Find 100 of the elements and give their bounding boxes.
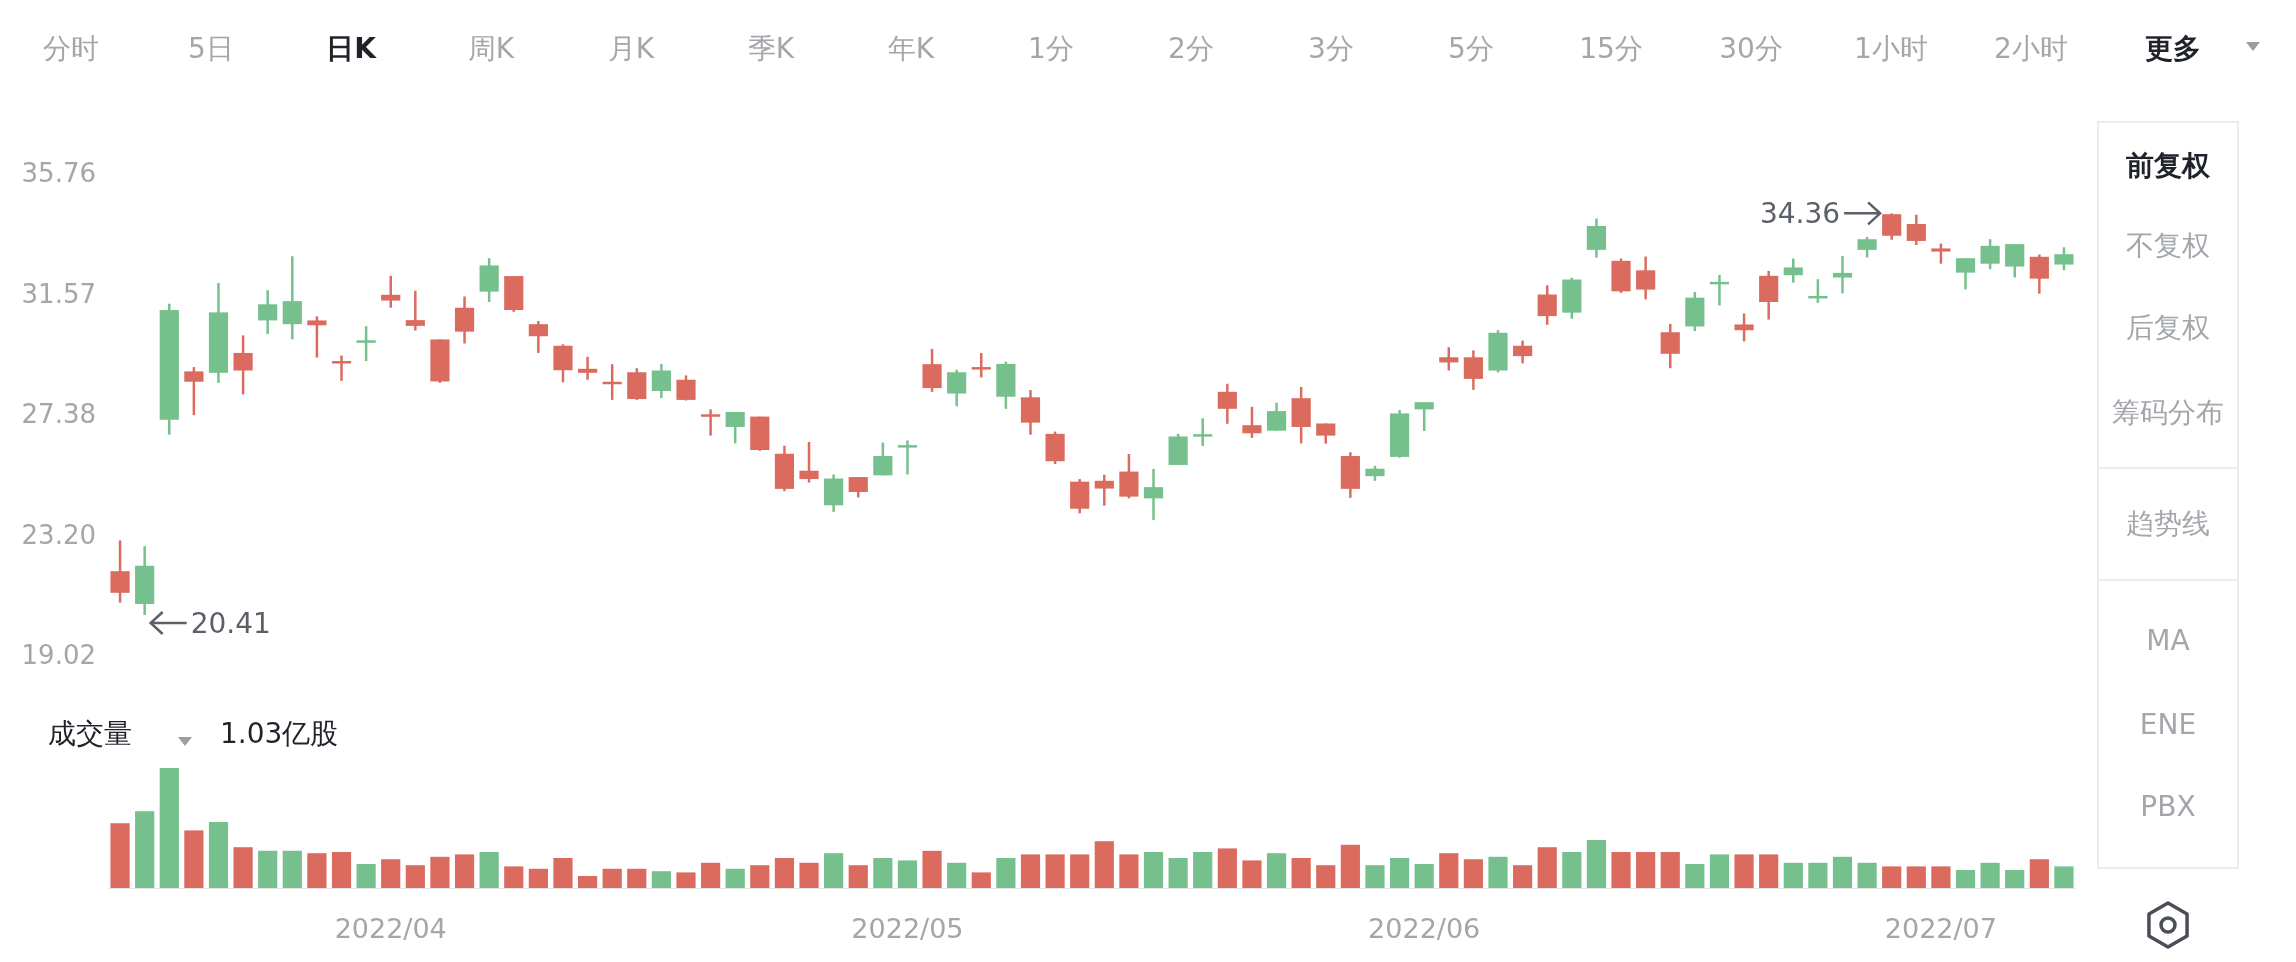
text: 分时: [43, 31, 99, 65]
candlestick: [1660, 322, 1680, 370]
candlestick: [1734, 312, 1754, 343]
text: MA: [2146, 623, 2190, 657]
text: PBX: [2140, 789, 2196, 823]
candlestick: [1931, 242, 1951, 265]
bar: [1488, 856, 1508, 888]
bar: [1611, 852, 1631, 888]
candlestick: [1832, 254, 1853, 295]
bar: [824, 853, 844, 888]
bar: [1094, 841, 1114, 888]
bar: [897, 860, 918, 888]
bar: [1734, 854, 1754, 888]
text: 2分: [1168, 31, 1214, 65]
candlestick: [184, 365, 204, 417]
text: 2小时: [1994, 31, 2068, 65]
candlestick: [947, 368, 967, 408]
bar: [1537, 847, 1557, 888]
text: 3分: [1308, 31, 1354, 65]
chart-subtitle: 1.03亿股: [220, 717, 339, 750]
candlestick: [1955, 256, 1976, 291]
bar: [2029, 859, 2049, 888]
candlestick: [1439, 345, 1459, 372]
bar: [750, 865, 770, 888]
bar: [430, 856, 450, 888]
text: 日K: [326, 31, 378, 65]
bar: [799, 862, 819, 888]
text: 更多: [2145, 31, 2201, 65]
bar: [528, 868, 548, 888]
candlestick: [405, 289, 425, 332]
text: 年K: [887, 31, 935, 65]
bar: [159, 768, 179, 888]
candlestick: [799, 440, 819, 484]
bar: [1340, 844, 1360, 888]
bar: [282, 850, 302, 888]
bar: [331, 852, 352, 888]
candlestick: [2054, 246, 2074, 272]
bar: [1045, 854, 1065, 888]
candlestick: [1143, 467, 1164, 522]
annotation: 20.41: [190, 606, 271, 640]
text: ENE: [2139, 707, 2197, 741]
y-tick-label: 23.20: [21, 519, 96, 550]
text: 后复权: [2126, 310, 2210, 344]
y-tick-label: 31.57: [21, 278, 96, 309]
bar: [1857, 862, 1877, 888]
candlestick: [897, 439, 918, 476]
candlestick: [2005, 242, 2025, 279]
candlestick: [848, 475, 868, 499]
y-tick-label: 35.76: [21, 158, 96, 189]
text: 趋势线: [2126, 506, 2210, 540]
bar: [110, 823, 130, 888]
bar: [1660, 852, 1680, 888]
x-tick-label: 2022/05: [851, 913, 964, 944]
candlestick: [577, 355, 598, 381]
text: 5日: [188, 31, 234, 65]
candlestick: [725, 410, 745, 445]
text: 不复权: [2126, 228, 2210, 262]
text: 季K: [747, 31, 795, 65]
bar: [1389, 858, 1410, 888]
bar: [1266, 853, 1287, 888]
bar: [922, 850, 942, 888]
candlestick: [282, 254, 302, 341]
bar: [701, 862, 721, 888]
bar: [676, 872, 696, 888]
bar: [873, 858, 893, 888]
x-tick-label: 2022/07: [1884, 913, 1997, 944]
candlestick: [676, 374, 696, 402]
candlestick: [1980, 237, 2000, 271]
bar: [1316, 865, 1336, 888]
candlestick: [528, 319, 548, 355]
text: 前复权: [2125, 148, 2211, 182]
bar: [1217, 848, 1237, 888]
candlestick: [1906, 213, 1926, 247]
candlestick: [1636, 255, 1656, 301]
candlestick: [1882, 212, 1902, 242]
bar: [1365, 865, 1385, 888]
text: 月K: [607, 31, 655, 65]
bar: [1070, 854, 1090, 888]
bar: [1759, 854, 1779, 888]
bar: [1143, 852, 1164, 888]
text: 筹码分布: [2112, 395, 2224, 429]
candlestick: [1783, 257, 1803, 284]
candlestick: [873, 441, 893, 477]
bar: [1020, 854, 1041, 888]
annotation: 34.36: [1759, 197, 1841, 231]
bar: [504, 866, 524, 888]
bar: [848, 865, 868, 888]
y-tick-label: 19.02: [21, 640, 96, 671]
text: 15分: [1579, 31, 1643, 65]
candlestick: [701, 408, 721, 437]
bar: [1586, 840, 1607, 888]
candlestick: [1094, 473, 1114, 507]
bar: [1980, 862, 2000, 888]
bar: [1168, 858, 1188, 888]
bar: [454, 854, 475, 888]
candlestick: [454, 295, 475, 345]
text: 周K: [467, 31, 515, 65]
bar: [1931, 866, 1951, 888]
candlestick: [381, 274, 401, 309]
text: 1小时: [1854, 31, 1928, 65]
